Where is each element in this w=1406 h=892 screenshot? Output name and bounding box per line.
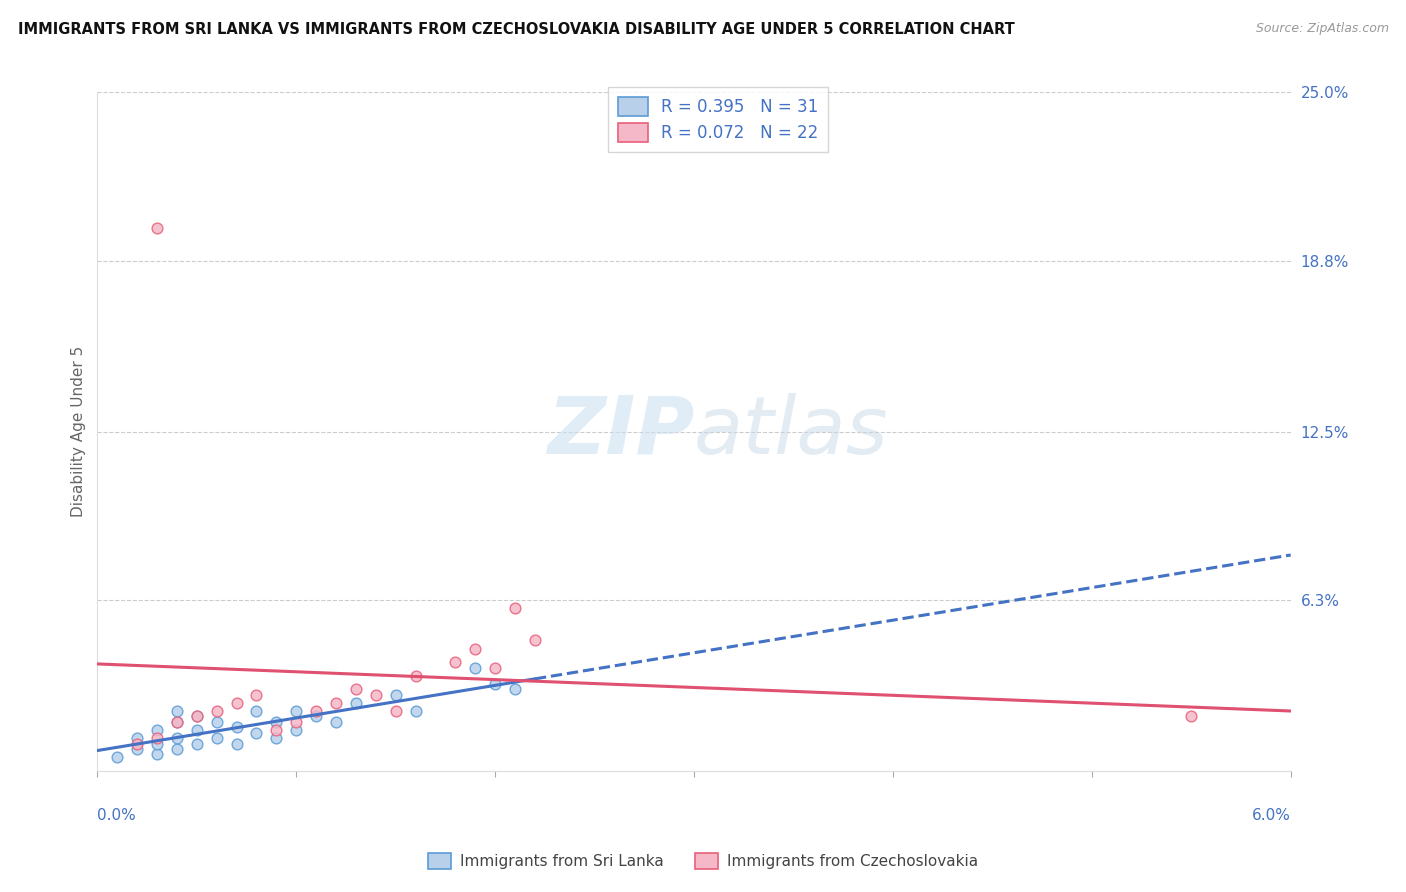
Point <box>1180 709 1202 723</box>
Point <box>225 720 247 734</box>
Point <box>166 714 188 729</box>
Point <box>225 737 247 751</box>
Point <box>245 725 267 739</box>
Point <box>186 709 208 723</box>
Point <box>325 696 347 710</box>
Point <box>146 737 169 751</box>
Point <box>285 723 308 737</box>
Point <box>325 714 347 729</box>
Point <box>384 688 406 702</box>
Point <box>127 737 149 751</box>
Point <box>405 669 427 683</box>
Point <box>105 750 128 764</box>
Point <box>305 709 328 723</box>
Point <box>127 731 149 746</box>
Point <box>305 704 328 718</box>
Text: IMMIGRANTS FROM SRI LANKA VS IMMIGRANTS FROM CZECHOSLOVAKIA DISABILITY AGE UNDER: IMMIGRANTS FROM SRI LANKA VS IMMIGRANTS … <box>18 22 1015 37</box>
Point <box>205 704 228 718</box>
Point <box>344 696 367 710</box>
Point <box>503 682 526 697</box>
Point <box>503 601 526 615</box>
Point <box>464 641 486 656</box>
Y-axis label: Disability Age Under 5: Disability Age Under 5 <box>72 346 86 517</box>
Point <box>285 704 308 718</box>
Point <box>245 704 267 718</box>
Point <box>523 633 546 648</box>
Point <box>205 731 228 746</box>
Text: atlas: atlas <box>695 392 889 471</box>
Point <box>127 742 149 756</box>
Point <box>146 747 169 762</box>
Point <box>146 731 169 746</box>
Point <box>285 714 308 729</box>
Point <box>186 737 208 751</box>
Text: 6.0%: 6.0% <box>1251 808 1291 823</box>
Point <box>166 742 188 756</box>
Text: ZIP: ZIP <box>547 392 695 471</box>
Point <box>444 655 467 669</box>
Text: Source: ZipAtlas.com: Source: ZipAtlas.com <box>1256 22 1389 36</box>
Point <box>245 688 267 702</box>
Point <box>484 677 506 691</box>
Legend: R = 0.395   N = 31, R = 0.072   N = 22: R = 0.395 N = 31, R = 0.072 N = 22 <box>607 87 828 153</box>
Point <box>266 714 288 729</box>
Point <box>186 723 208 737</box>
Point <box>166 714 188 729</box>
Point <box>364 688 387 702</box>
Point <box>186 709 208 723</box>
Point <box>146 723 169 737</box>
Text: 0.0%: 0.0% <box>97 808 136 823</box>
Point <box>205 714 228 729</box>
Point <box>266 731 288 746</box>
Point <box>225 696 247 710</box>
Point <box>344 682 367 697</box>
Point <box>166 704 188 718</box>
Point <box>166 731 188 746</box>
Point <box>266 723 288 737</box>
Legend: Immigrants from Sri Lanka, Immigrants from Czechoslovakia: Immigrants from Sri Lanka, Immigrants fr… <box>422 847 984 875</box>
Point <box>405 704 427 718</box>
Point <box>484 660 506 674</box>
Point <box>146 221 169 235</box>
Point <box>384 704 406 718</box>
Point <box>464 660 486 674</box>
